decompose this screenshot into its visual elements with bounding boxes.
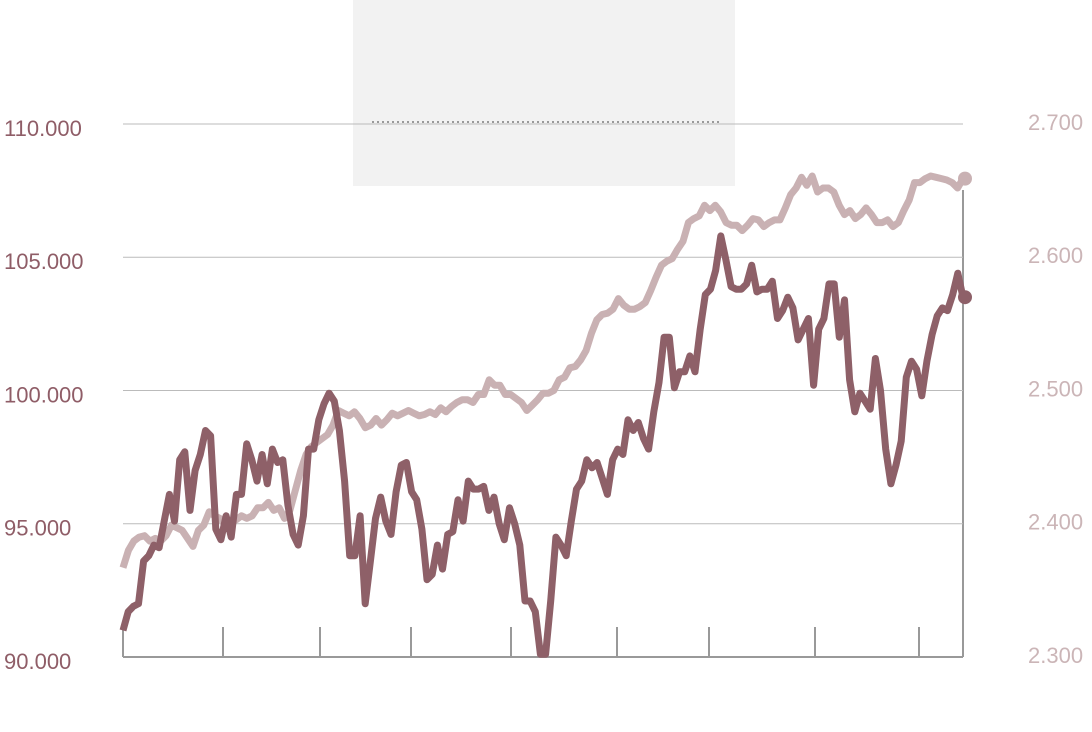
y-tick-label: 95.000: [4, 516, 71, 541]
series-line: [119, 172, 967, 569]
y2-tick-label: 2.500: [1028, 376, 1083, 401]
y2-tick-label: 2.300: [1028, 643, 1083, 668]
y-tick-label: 105.000: [4, 249, 84, 274]
y2-tick-label: 2.700: [1028, 110, 1083, 135]
y2-tick-label: 2.600: [1028, 243, 1083, 268]
y2-tick-label: 2.400: [1028, 510, 1083, 535]
y-tick-label: 110.000: [4, 116, 82, 141]
x-tick-marks: [122, 627, 920, 657]
tooltip-box: [353, 0, 735, 186]
series-line: [119, 232, 967, 658]
end-dot: [958, 290, 972, 305]
y-tick-label: 90.000: [4, 649, 71, 674]
y-tick-label: 100.000: [4, 382, 84, 407]
end-dot: [958, 171, 972, 186]
